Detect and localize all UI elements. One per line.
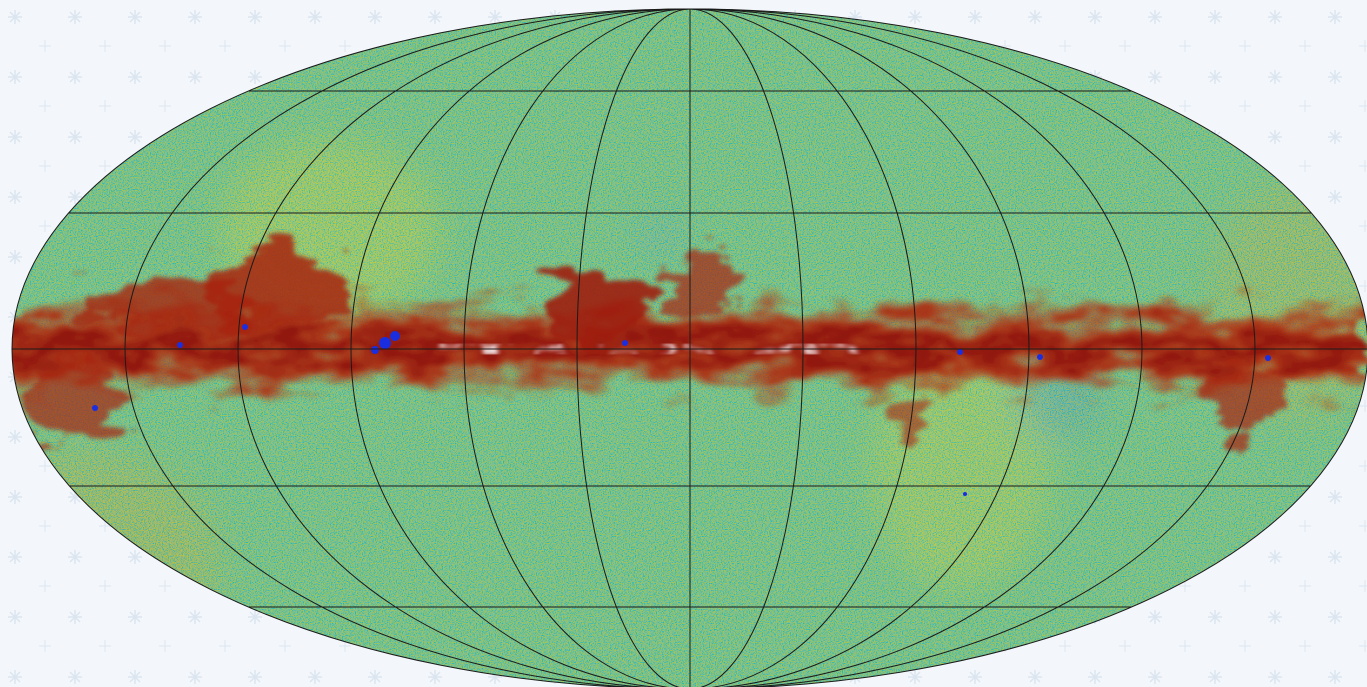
sky-map bbox=[0, 0, 1367, 687]
page-body bbox=[0, 0, 1367, 687]
page: All-sky map {} html, body { margin: 0; p… bbox=[0, 0, 1367, 687]
